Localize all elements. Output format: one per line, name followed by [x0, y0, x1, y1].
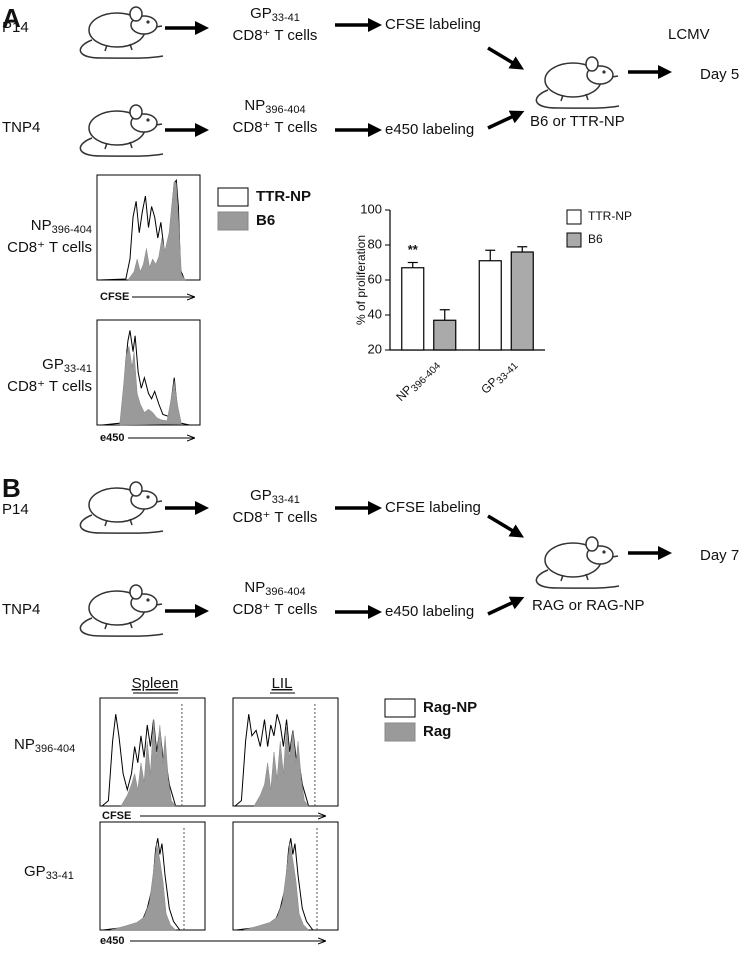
y-axis-label: % of proliferation [354, 235, 368, 325]
y-tick-label: 80 [368, 236, 382, 251]
histogram [102, 331, 190, 426]
recipient: B6 or TTR-NP [530, 113, 625, 130]
arrow [487, 110, 525, 130]
cell-type-name: GP [250, 487, 272, 504]
legend-label: B6 [256, 212, 275, 229]
cell-type: GP33-41 [250, 5, 300, 24]
panel-label: B [2, 473, 21, 503]
legend-label: Rag-NP [423, 699, 477, 716]
cell-type-name: NP [244, 579, 265, 596]
cell-type-sub: 396-404 [265, 104, 305, 116]
y-tick-label: 60 [368, 271, 382, 286]
donor-name: TNP4 [2, 601, 40, 618]
histogram-row-label-line2: CD8⁺ T cells [7, 378, 92, 395]
category-sub: 396-404 [409, 360, 443, 394]
bar [401, 267, 425, 351]
donor-name: TNP4 [2, 119, 40, 136]
cell-type-sub: 33-41 [272, 12, 300, 24]
endpoint: Day 5 [700, 66, 739, 83]
labeling: CFSE labeling [385, 499, 481, 516]
legend-label: TTR-NP [256, 188, 311, 205]
histogram-row-label: NP396-404 [31, 217, 92, 236]
histogram [102, 703, 182, 806]
mouse-icon [535, 56, 620, 109]
legend-label: TTR-NP [588, 209, 632, 223]
x-tick-label: GP33-41 [478, 356, 520, 398]
x-tick-label: NP396-404 [393, 356, 443, 406]
histogram-row-label: GP33-41 [24, 863, 74, 882]
panel-label: A [2, 3, 21, 33]
arrow [487, 514, 525, 538]
legend-swatch [566, 232, 582, 248]
cell-type-name: GP [250, 5, 272, 22]
histogram [103, 827, 184, 930]
mouse-icon [535, 536, 620, 589]
row-label-name: GP [42, 356, 64, 373]
cell-type: GP33-41 [250, 487, 300, 506]
cell-type-sub: 396-404 [265, 586, 305, 598]
significance-label: ** [408, 242, 419, 257]
cell-type: NP396-404 [244, 97, 305, 116]
cell-type-name: NP [244, 97, 265, 114]
row-label-sub: 396-404 [35, 743, 75, 755]
histogram-row-label-line2: CD8⁺ T cells [7, 239, 92, 256]
row-label-name: GP [24, 863, 46, 880]
bar [478, 260, 502, 351]
arrow [487, 46, 525, 70]
column-label: LIL [272, 675, 293, 692]
cell-type-line2: CD8⁺ T cells [233, 601, 318, 618]
row-label-sub: 33-41 [64, 363, 92, 375]
row-label-name: NP [31, 217, 52, 234]
cell-type-sub: 33-41 [272, 494, 300, 506]
y-tick-label: 100 [360, 201, 382, 216]
histogram [235, 703, 315, 806]
histogram-axis-label: e450 [100, 935, 124, 947]
histogram [236, 827, 317, 930]
donor-name: P14 [2, 19, 29, 36]
legend-label: B6 [588, 232, 603, 246]
mouse-icon [79, 584, 164, 637]
arrow [487, 596, 525, 616]
labeling: e450 labeling [385, 121, 474, 138]
category-sub: 33-41 [494, 360, 520, 386]
legend-swatch [566, 209, 582, 225]
histogram-axis-label: e450 [100, 432, 124, 444]
bar [510, 251, 534, 351]
cell-type-line2: CD8⁺ T cells [233, 27, 318, 44]
y-tick-label: 40 [368, 306, 382, 321]
histogram-row-label: GP33-41 [42, 356, 92, 375]
recipient: RAG or RAG-NP [532, 597, 645, 614]
cell-type: NP396-404 [244, 579, 305, 598]
y-tick-label: 20 [368, 341, 382, 356]
labeling: CFSE labeling [385, 16, 481, 33]
histogram-axis-label: CFSE [100, 291, 129, 303]
legend-swatch [217, 187, 249, 207]
mouse-icon [79, 104, 164, 157]
labeling: e450 labeling [385, 603, 474, 620]
infection: LCMV [668, 26, 710, 43]
histogram [99, 180, 186, 280]
column-label: Spleen [132, 675, 179, 692]
row-label-sub: 33-41 [46, 870, 74, 882]
mouse-icon [79, 6, 164, 59]
legend-label: Rag [423, 723, 451, 740]
row-label-sub: 396-404 [52, 224, 92, 236]
endpoint: Day 7 [700, 547, 739, 564]
bar [433, 319, 457, 351]
cell-type-line2: CD8⁺ T cells [233, 119, 318, 136]
donor-name: P14 [2, 501, 29, 518]
legend-swatch [384, 722, 416, 742]
legend-swatch [384, 698, 416, 718]
histogram-axis-label: CFSE [102, 810, 131, 822]
legend-swatch [217, 211, 249, 231]
row-label-name: NP [14, 736, 35, 753]
cell-type-line2: CD8⁺ T cells [233, 509, 318, 526]
bar-chart: 20 40 60 80 100 % of proliferation ** NP396-404… [354, 201, 632, 406]
mouse-icon [79, 481, 164, 534]
histogram-row-label: NP396-404 [14, 736, 75, 755]
